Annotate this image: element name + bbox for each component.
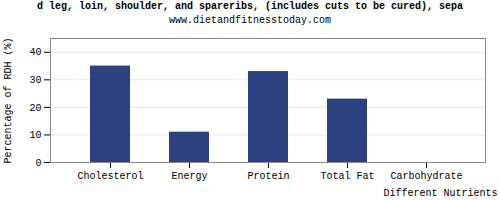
svg-text:10: 10: [29, 130, 41, 141]
svg-text:20: 20: [29, 103, 41, 114]
svg-text:Carbohydrate: Carbohydrate: [390, 171, 462, 182]
html-text:d leg, loin, shoulder, and spa: d leg, loin, shoulder, and spareribs, (i…: [37, 1, 463, 12]
svg-text:Different Nutrients: Different Nutrients: [383, 188, 497, 199]
svg-text:Total Fat: Total Fat: [320, 171, 374, 182]
svg-text:Percentage of RDH (%): Percentage of RDH (%): [3, 37, 14, 163]
svg-text:40: 40: [29, 47, 41, 58]
svg-text:Protein: Protein: [247, 171, 289, 182]
svg-text:0: 0: [35, 158, 41, 169]
svg-text:30: 30: [29, 75, 41, 86]
html-text:www.dietandfitnesstoday.com: www.dietandfitnesstoday.com: [169, 15, 331, 26]
svg-text:Energy: Energy: [171, 171, 207, 182]
svg-text:Cholesterol: Cholesterol: [77, 171, 143, 182]
